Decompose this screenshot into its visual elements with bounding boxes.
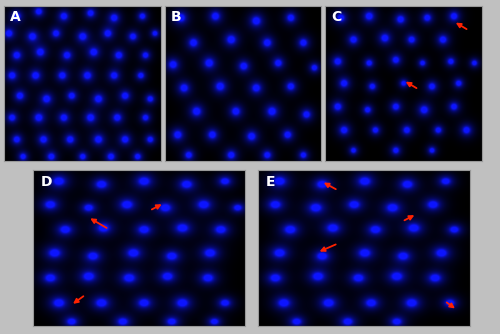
Text: C: C <box>332 10 342 24</box>
Text: A: A <box>10 10 21 24</box>
Text: E: E <box>266 175 276 189</box>
Text: B: B <box>171 10 181 24</box>
Text: D: D <box>41 175 52 189</box>
